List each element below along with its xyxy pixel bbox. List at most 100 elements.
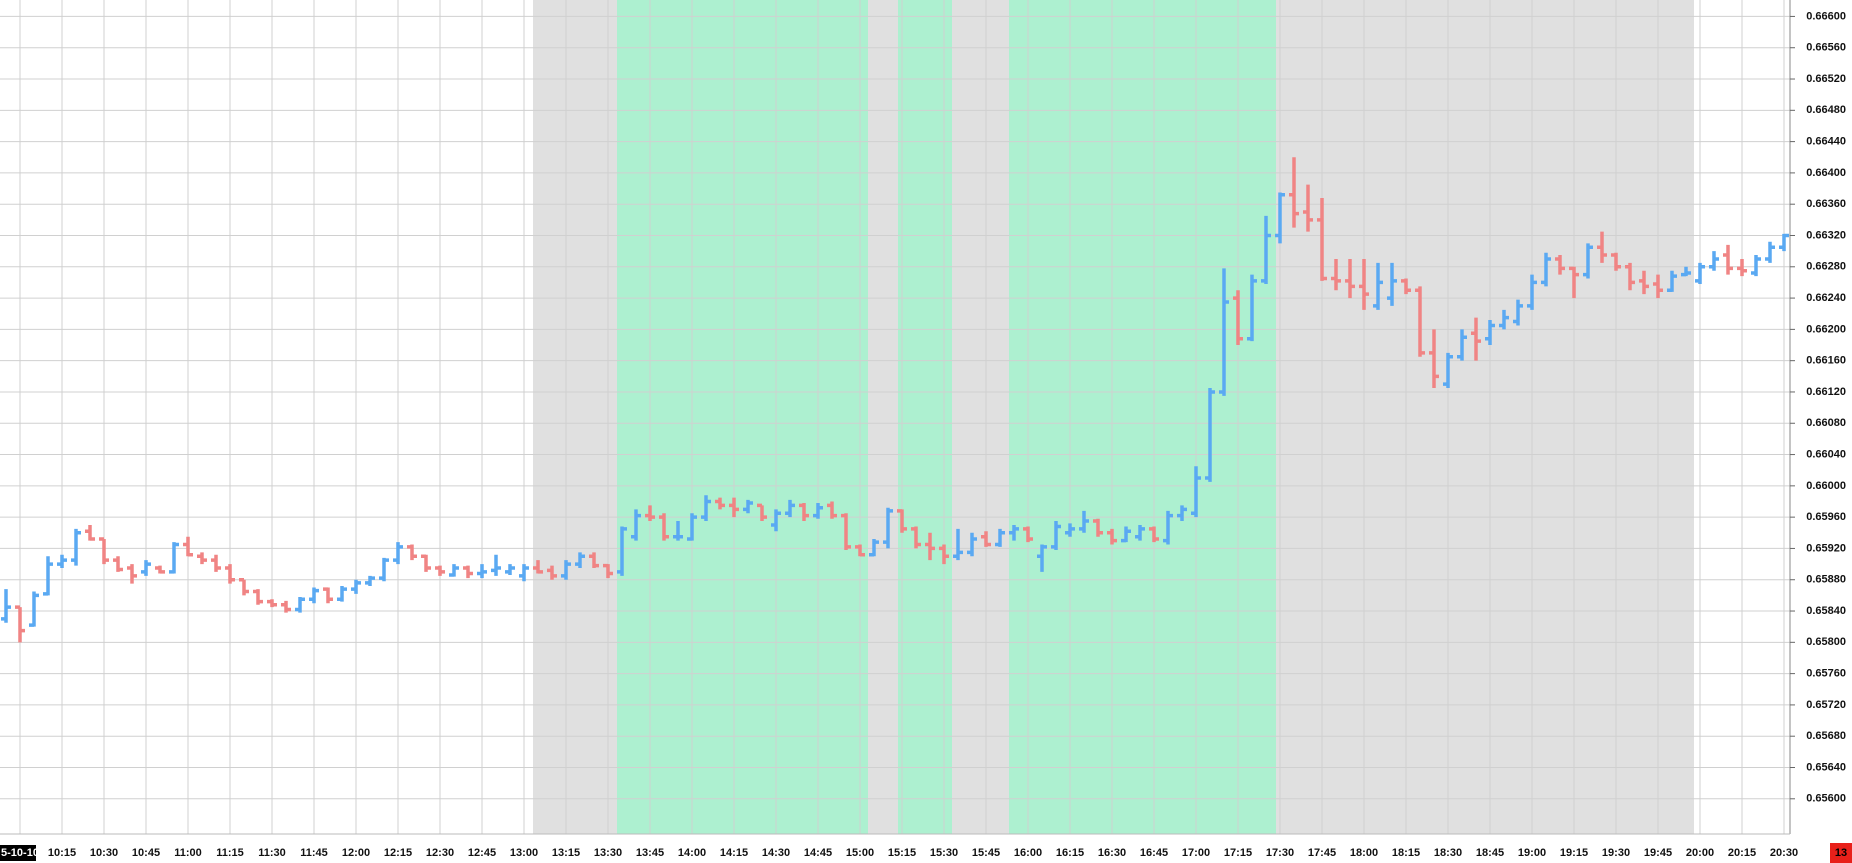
ohlc-bar — [281, 600, 291, 613]
y-tick-label: 0.66320 — [1806, 229, 1846, 241]
y-tick-label: 0.66120 — [1806, 386, 1846, 398]
bars — [1, 157, 1789, 643]
x-tick-label: 18:45 — [1476, 847, 1504, 859]
ohlc-bar — [57, 554, 67, 568]
ohlc-bar — [547, 565, 557, 580]
y-tick-label: 0.66400 — [1806, 167, 1846, 179]
ohlc-bar — [1569, 266, 1579, 299]
ohlc-bar — [491, 554, 501, 576]
ohlc-bar — [393, 542, 403, 565]
ohlc-bar — [785, 499, 795, 518]
x-tick-label: 16:45 — [1140, 847, 1168, 859]
ohlc-bar — [1513, 299, 1523, 326]
ohlc-bar — [855, 544, 865, 557]
ohlc-bar — [225, 564, 235, 584]
ohlc-bar — [1149, 526, 1159, 543]
ohlc-bar — [1625, 262, 1635, 291]
ohlc-bar — [743, 499, 753, 514]
ohlc-bar — [127, 564, 137, 584]
y-tick-label: 0.65760 — [1806, 668, 1846, 680]
ohlc-bar — [1345, 258, 1355, 299]
ohlc-bar — [1023, 526, 1033, 543]
ohlc-bar — [1247, 274, 1257, 342]
x-tick-label: 13:45 — [636, 847, 664, 859]
y-tick-label: 0.65840 — [1806, 605, 1846, 617]
ohlc-bar — [925, 532, 935, 561]
ohlc-bar — [1275, 192, 1285, 244]
ohlc-bar — [1709, 251, 1719, 271]
x-tick-label: 18:30 — [1434, 847, 1462, 859]
ohlc-bar — [561, 560, 571, 580]
y-tick-label: 0.66080 — [1806, 417, 1846, 429]
ohlc-bar — [239, 577, 249, 596]
ohlc-bar — [939, 544, 949, 565]
ohlc-bar — [15, 605, 25, 643]
y-tick-label: 0.65960 — [1806, 511, 1846, 523]
ohlc-bar — [309, 587, 319, 604]
y-tick-label: 0.66200 — [1806, 323, 1846, 335]
ohlc-bar — [267, 599, 277, 608]
x-tick-label: 19:00 — [1518, 847, 1546, 859]
x-tick-label: 17:00 — [1182, 847, 1210, 859]
x-tick-label: 13:30 — [594, 847, 622, 859]
ohlc-bar — [869, 539, 879, 557]
ohlc-bar — [631, 509, 641, 541]
y-tick-label: 0.66280 — [1806, 261, 1846, 273]
ohlc-bar — [1205, 388, 1215, 482]
x-tick-label: 18:15 — [1392, 847, 1420, 859]
ohlc-bar — [1457, 329, 1467, 361]
x-tick-label: 19:30 — [1602, 847, 1630, 859]
ohlc-bar — [995, 528, 1005, 547]
x-tick-label: 16:30 — [1098, 847, 1126, 859]
ohlc-bar — [813, 503, 823, 519]
x-tick-label: 10:30 — [90, 847, 118, 859]
ohlc-bar — [1765, 241, 1775, 263]
x-tick-label: 15:45 — [972, 847, 1000, 859]
ohlc-bar — [1401, 278, 1411, 295]
ohlc-bar — [1471, 317, 1481, 361]
ohlc-bar — [981, 531, 991, 547]
ohlc-bar — [911, 526, 921, 549]
highlight-band — [617, 0, 868, 834]
ohlc-bar — [701, 495, 711, 522]
y-tick-label: 0.66240 — [1806, 292, 1846, 304]
ohlc-bar — [183, 536, 193, 557]
ohlc-bar — [43, 556, 53, 596]
countdown-box — [1830, 843, 1852, 863]
y-tick-label: 0.66600 — [1806, 10, 1846, 22]
ohlc-bar — [1429, 329, 1439, 389]
y-tick-label: 0.65720 — [1806, 699, 1846, 711]
x-tick-label: 19:45 — [1644, 847, 1672, 859]
ohlc-bar — [715, 497, 725, 510]
ohlc-bar — [589, 552, 599, 568]
x-tick-label: 17:45 — [1308, 847, 1336, 859]
ohlc-bar — [1331, 258, 1341, 291]
ohlc-bar — [29, 591, 39, 627]
ohlc-bar — [1737, 258, 1747, 277]
y-tick-label: 0.65640 — [1806, 761, 1846, 773]
ohlc-bar — [967, 532, 977, 557]
axes: 0.66600 0.66560 0.66520 0.66480 0.66440 0.664… — [0, 10, 1846, 861]
ohlc-bar — [1597, 231, 1607, 263]
ohlc-bar — [449, 564, 459, 577]
ohlc-bar — [1037, 544, 1047, 572]
x-tick-label: 14:00 — [678, 847, 706, 859]
ohlc-bar — [71, 528, 81, 566]
x-tick-label: 5-10-10 — [1, 847, 39, 859]
ohlc-bar — [1751, 255, 1761, 277]
ohlc-bar — [1233, 290, 1243, 346]
ohlc-bar — [1485, 319, 1495, 346]
ohlc-bar — [463, 565, 473, 579]
ohlc-bar — [1177, 505, 1187, 522]
x-tick-label: 14:45 — [804, 847, 832, 859]
ohlc-bar — [771, 509, 781, 532]
ohlc-bar — [1681, 266, 1691, 277]
y-tick-label: 0.66160 — [1806, 355, 1846, 367]
ohlc-bar — [435, 565, 445, 576]
ohlc-bar — [1443, 352, 1453, 389]
x-tick-label: 12:30 — [426, 847, 454, 859]
ohlc-bar — [1695, 262, 1705, 284]
x-tick-label: 15:30 — [930, 847, 958, 859]
ohlc-bar — [1065, 523, 1075, 537]
